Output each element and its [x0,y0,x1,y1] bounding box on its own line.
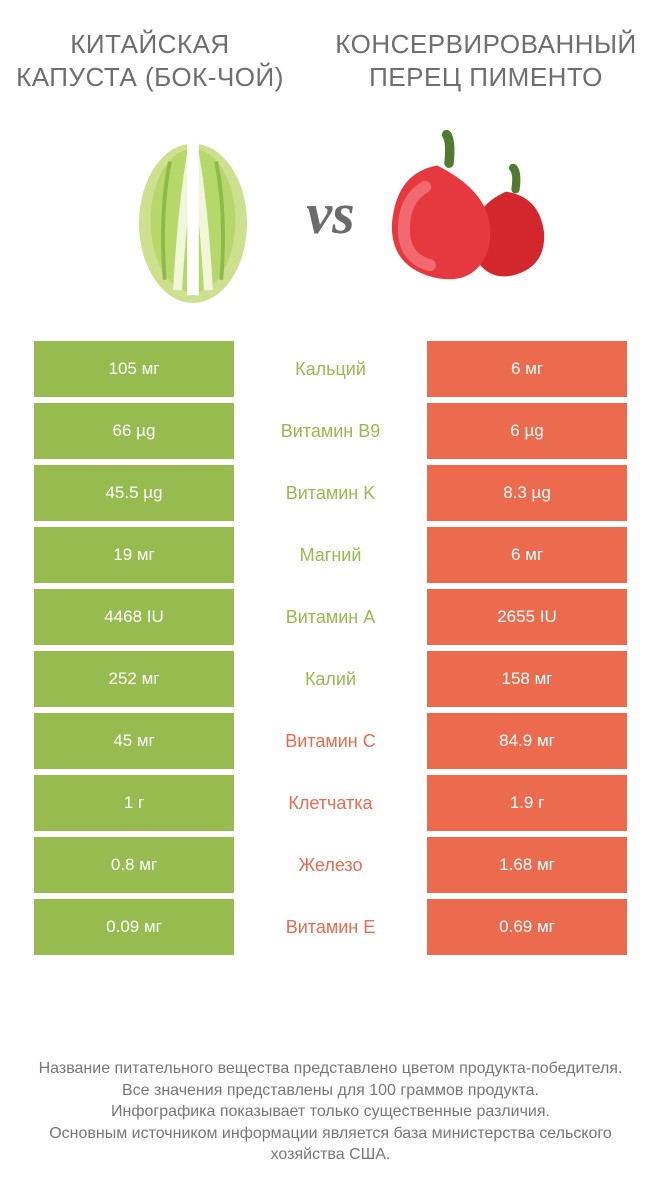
right-value-cell: 8.3 µg [427,465,627,521]
nutrient-label: Магний [234,527,427,583]
table-row: 252 мгКалий158 мг [34,651,627,707]
left-value-cell: 45 мг [34,713,234,769]
footer-line: Все значения представлены для 100 граммо… [30,1080,631,1102]
footer-notes: Название питательного вещества представл… [30,1058,631,1166]
left-value-cell: 45.5 µg [34,465,234,521]
table-row: 0.09 мгВитамин E0.69 мг [34,899,627,955]
left-value-cell: 19 мг [34,527,234,583]
right-value-cell: 6 µg [427,403,627,459]
left-value-cell: 4468 IU [34,589,234,645]
table-row: 1 гКлетчатка1.9 г [34,775,627,831]
table-row: 0.8 мгЖелезо1.68 мг [34,837,627,893]
table-row: 45 мгВитамин C84.9 мг [34,713,627,769]
table-row: 45.5 µgВитамин K8.3 µg [34,465,627,521]
table-row: 105 мгКальций6 мг [34,341,627,397]
right-value-cell: 2655 IU [427,589,627,645]
left-value-cell: 66 µg [34,403,234,459]
left-product-image [98,118,288,308]
nutrient-label: Клетчатка [234,775,427,831]
vs-label: vs [306,180,354,247]
table-row: 4468 IUВитамин A2655 IU [34,589,627,645]
nutrient-label: Витамин B9 [234,403,427,459]
images-row: vs [0,113,661,313]
comparison-table: 105 мгКальций6 мг66 µgВитамин B96 µg45.5… [34,341,627,955]
right-value-cell: 158 мг [427,651,627,707]
footer-line: Инфографика показывает только существенн… [30,1101,631,1123]
left-value-cell: 105 мг [34,341,234,397]
header: КИТАЙСКАЯ КАПУСТА (БОК-ЧОЙ) КОНСЕРВИРОВА… [0,0,661,93]
left-value-cell: 0.8 мг [34,837,234,893]
footer-line: Основным источником информации является … [30,1123,631,1166]
right-value-cell: 84.9 мг [427,713,627,769]
right-product-title: КОНСЕРВИРОВАННЫЙ ПЕРЕЦ ПИМЕНТО [321,28,651,93]
footer-line: Название питательного вещества представл… [30,1058,631,1080]
right-value-cell: 6 мг [427,341,627,397]
table-row: 66 µgВитамин B96 µg [34,403,627,459]
left-value-cell: 0.09 мг [34,899,234,955]
right-value-cell: 0.69 мг [427,899,627,955]
left-product-title: КИТАЙСКАЯ КАПУСТА (БОК-ЧОЙ) [10,28,290,93]
right-value-cell: 1.9 г [427,775,627,831]
right-value-cell: 6 мг [427,527,627,583]
nutrient-label: Железо [234,837,427,893]
right-value-cell: 1.68 мг [427,837,627,893]
left-value-cell: 1 г [34,775,234,831]
nutrient-label: Витамин C [234,713,427,769]
nutrient-label: Калий [234,651,427,707]
left-value-cell: 252 мг [34,651,234,707]
nutrient-label: Витамин K [234,465,427,521]
right-product-image [373,118,563,308]
nutrient-label: Витамин A [234,589,427,645]
nutrient-label: Витамин E [234,899,427,955]
table-row: 19 мгМагний6 мг [34,527,627,583]
nutrient-label: Кальций [234,341,427,397]
